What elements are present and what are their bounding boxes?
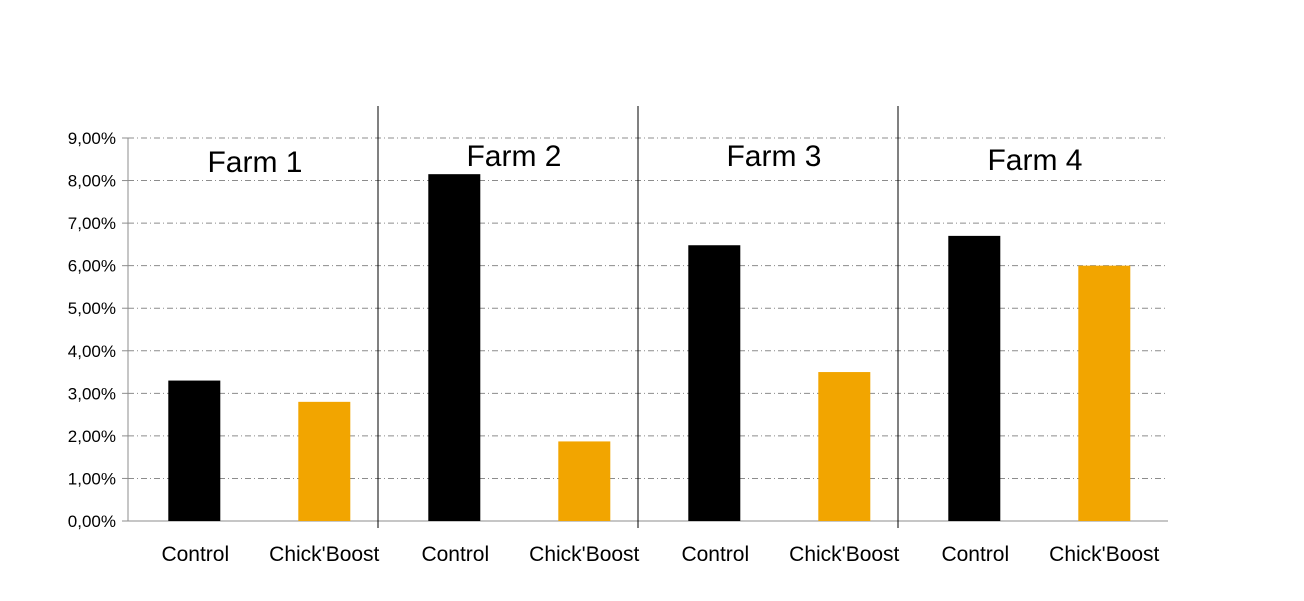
y-tick-label: 0,00%: [68, 512, 116, 531]
y-tick-label: 9,00%: [68, 129, 116, 148]
y-tick-label: 7,00%: [68, 214, 116, 233]
x-tick-label: Chick'Boost: [269, 543, 379, 566]
y-tick-label: 1,00%: [68, 469, 116, 488]
x-tick-label: Chick'Boost: [529, 543, 639, 566]
x-tick-label: Chick'Boost: [789, 543, 899, 566]
x-tick-label: Control: [161, 543, 229, 566]
bar: [1078, 265, 1131, 521]
y-tick-label: 3,00%: [68, 384, 116, 403]
group-label: Farm 2: [466, 140, 561, 173]
bar: [558, 441, 611, 521]
group-label: Farm 1: [207, 146, 302, 179]
group-label: Farm 3: [726, 140, 821, 173]
bar: [688, 245, 741, 522]
bar: [428, 174, 481, 521]
y-tick-label: 6,00%: [68, 257, 116, 276]
bar: [818, 372, 871, 521]
y-tick-label: 5,00%: [68, 299, 116, 318]
bar: [168, 380, 221, 521]
x-tick-label: Chick'Boost: [1049, 543, 1159, 566]
x-tick-label: Control: [941, 543, 1009, 566]
y-tick-label: 8,00%: [68, 172, 116, 191]
x-tick-label: Control: [421, 543, 489, 566]
y-tick-label: 4,00%: [68, 342, 116, 361]
y-tick-label: 2,00%: [68, 427, 116, 446]
x-tick-label: Control: [681, 543, 749, 566]
group-label: Farm 4: [987, 144, 1082, 177]
bar: [298, 401, 351, 521]
bar: [948, 235, 1001, 521]
